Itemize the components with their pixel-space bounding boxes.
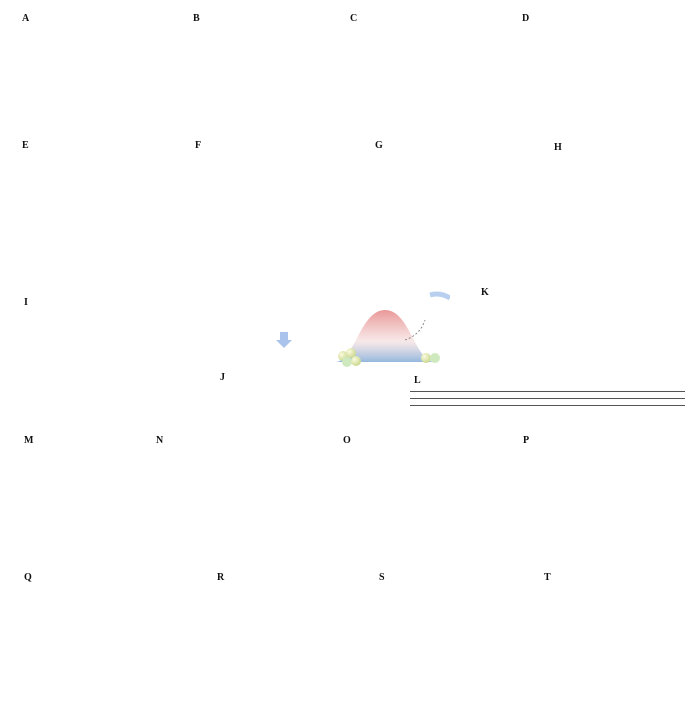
chart-s bbox=[375, 570, 540, 704]
panel-s: S bbox=[375, 570, 540, 704]
panel-label-q: Q bbox=[24, 572, 32, 583]
activation-energy-table bbox=[410, 391, 685, 406]
chart-p bbox=[520, 435, 700, 565]
table-header-row bbox=[410, 392, 685, 399]
table-header bbox=[548, 392, 617, 399]
panel-label-o: O bbox=[343, 435, 351, 446]
panel-p: P bbox=[520, 435, 700, 565]
panel-label-j: J bbox=[220, 372, 225, 383]
li2s4-molecule-atom bbox=[351, 356, 361, 366]
chart-b bbox=[185, 5, 355, 140]
panel-label-k: K bbox=[481, 287, 489, 298]
arrhenius-scheme bbox=[200, 290, 452, 375]
chart-k bbox=[480, 285, 700, 380]
table-cell bbox=[410, 399, 479, 406]
chart-g bbox=[350, 140, 530, 280]
panel-label-g: G bbox=[375, 140, 383, 151]
li2s4-molecule-atom bbox=[346, 348, 356, 358]
chart-f bbox=[175, 140, 355, 280]
panel-k: K bbox=[480, 285, 700, 380]
panel-label-e: E bbox=[22, 140, 29, 151]
chart-r bbox=[215, 570, 375, 704]
table-header bbox=[410, 392, 479, 399]
chart-a bbox=[0, 5, 185, 140]
chart-i bbox=[0, 295, 200, 430]
panel-t: T bbox=[540, 570, 700, 704]
chart-q bbox=[0, 570, 185, 704]
chart-h bbox=[530, 140, 700, 280]
panel-label-c: C bbox=[350, 13, 358, 24]
table-header bbox=[479, 392, 548, 399]
chart-t bbox=[540, 570, 700, 704]
panel-label-b: B bbox=[193, 13, 200, 24]
panel-label-l: L bbox=[414, 375, 421, 386]
table-cell bbox=[548, 399, 617, 406]
panel-label-i: I bbox=[24, 297, 28, 308]
panel-label-p: P bbox=[523, 435, 530, 446]
li2s-molecule bbox=[421, 353, 431, 363]
panel-label-h: H bbox=[554, 142, 562, 153]
panel-label-a: A bbox=[22, 13, 30, 24]
panel-f: F bbox=[175, 140, 355, 280]
chart-o bbox=[335, 435, 515, 565]
chart-c bbox=[348, 5, 523, 140]
panel-label-f: F bbox=[195, 140, 202, 151]
panel-c: C bbox=[348, 5, 523, 140]
energy-hill bbox=[335, 310, 435, 362]
li2s4-molecule-atom bbox=[342, 357, 352, 367]
panel-label-t: T bbox=[544, 572, 551, 583]
panel-m: M bbox=[0, 435, 170, 565]
panel-label-s: S bbox=[379, 572, 385, 583]
chart-m bbox=[0, 435, 170, 565]
chart-d bbox=[520, 5, 700, 140]
panel-h: H bbox=[530, 140, 700, 280]
panel-j: J bbox=[218, 372, 368, 472]
chart-e bbox=[0, 140, 180, 280]
table-cell bbox=[479, 399, 548, 406]
arrow-down-icon bbox=[276, 332, 292, 348]
scheme-graphic bbox=[276, 291, 452, 367]
panel-d: D bbox=[520, 5, 700, 140]
panel-g: G bbox=[350, 140, 530, 280]
panel-label-m: M bbox=[24, 435, 34, 446]
panel-label-n: N bbox=[156, 435, 164, 446]
panel-label-r: R bbox=[217, 572, 225, 583]
panel-o: O bbox=[335, 435, 515, 565]
table-row bbox=[410, 399, 685, 406]
panel-l: L bbox=[410, 375, 700, 430]
panel-b: B bbox=[185, 5, 355, 140]
table-cell bbox=[616, 399, 685, 406]
table-header bbox=[616, 392, 685, 399]
panel-i: I bbox=[0, 295, 200, 430]
panel-n: N bbox=[150, 435, 340, 565]
li2s-molecule-atom bbox=[430, 353, 440, 363]
panel-label-d: D bbox=[522, 13, 530, 24]
panel-a: A bbox=[0, 5, 185, 140]
panel-q: Q bbox=[0, 570, 185, 704]
arrow-to-k-icon bbox=[429, 291, 452, 301]
chart-n bbox=[150, 435, 340, 565]
panel-e: E bbox=[0, 140, 180, 280]
panel-r: R bbox=[215, 570, 375, 704]
